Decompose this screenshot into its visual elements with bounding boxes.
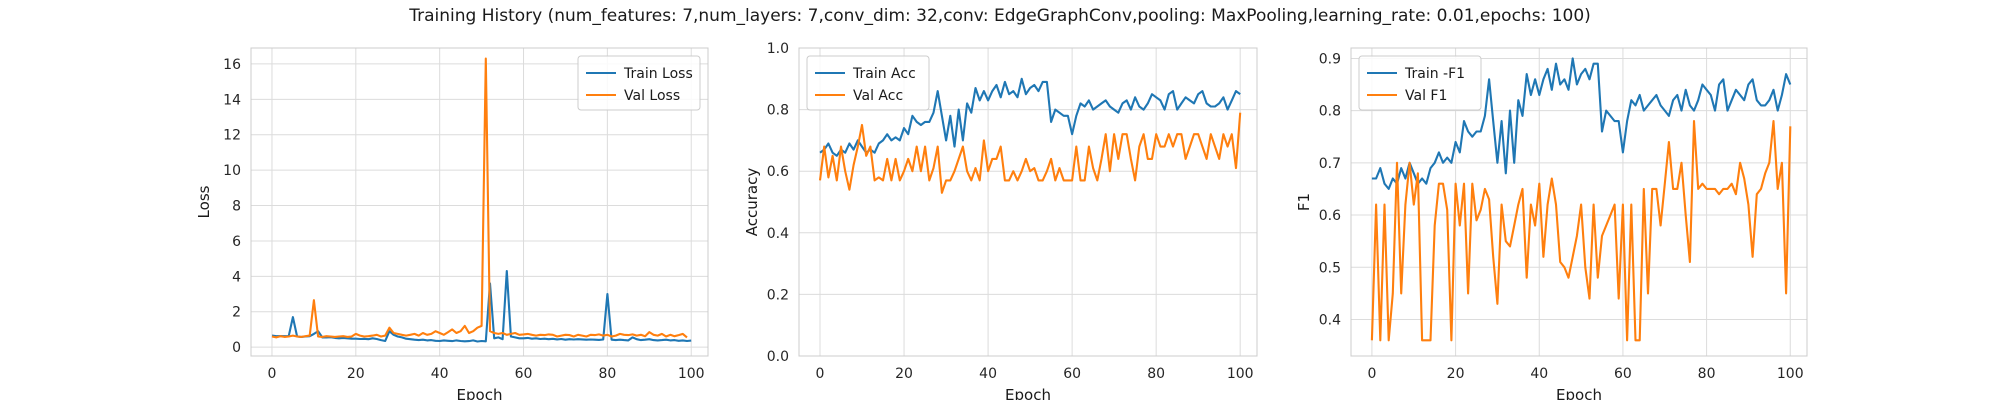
figure-title: Training History (num_features: 7,num_la… <box>409 6 1591 26</box>
y-tick-label: 0.8 <box>1319 104 1341 120</box>
y-tick-label: 0.2 <box>767 287 789 303</box>
chart-panel-3: 0 20 40 60 80 100 0.4 0.5 0.6 0.7 0.8 0.9 Epoch F1 Tra… <box>1295 47 1808 400</box>
legend-entry: Train Loss <box>623 66 693 82</box>
legend-box <box>577 55 701 111</box>
y-tick-label: 14 <box>223 92 241 108</box>
plot-frame <box>798 47 1258 357</box>
series-line-train-f1 <box>1371 57 1792 190</box>
legend-entry: Train -F1 <box>1404 66 1465 82</box>
x-tick-label: 100 <box>1227 366 1254 382</box>
x-tick-label: 100 <box>1777 366 1804 382</box>
y-tick-label: 0.8 <box>767 103 789 119</box>
y-tick-label: 4 <box>232 269 241 285</box>
legend: Train Loss Val Loss <box>577 55 701 111</box>
legend-entry: Train Acc <box>852 66 916 82</box>
y-axis-label: F1 <box>1295 193 1313 211</box>
y-tick-label: 0.9 <box>1319 51 1341 67</box>
plot-frame <box>250 47 709 357</box>
x-axis-label: Epoch <box>1556 386 1602 400</box>
y-axis-label: Accuracy <box>743 168 761 237</box>
chart-panel-2: 0 20 40 60 80 100 0.0 0.2 0.4 0.6 0.8 1.0 Epoch Accur… <box>743 41 1258 400</box>
x-tick-label: 0 <box>816 366 825 382</box>
series-line-train-acc <box>819 77 1241 157</box>
y-tick-label: 16 <box>223 57 241 73</box>
x-tick-label: 60 <box>515 366 533 382</box>
y-tick-label: 0 <box>232 340 241 356</box>
x-tick-label: 0 <box>268 366 277 382</box>
y-tick-label: 1.0 <box>767 41 789 57</box>
series-line-val-acc <box>818 112 1242 194</box>
y-tick-label: 0.5 <box>1319 260 1341 276</box>
x-tick-label: 80 <box>1147 366 1165 382</box>
legend-entry: Val Loss <box>624 88 680 104</box>
legend-entry: Val Acc <box>853 88 903 104</box>
x-tick-label: 20 <box>347 366 365 382</box>
y-tick-label: 10 <box>223 163 241 179</box>
x-tick-label: 60 <box>1063 366 1081 382</box>
legend-box <box>806 55 930 111</box>
series-line-val-loss <box>271 57 688 339</box>
y-tick-label: 0.4 <box>767 226 789 242</box>
plot-frame <box>1350 47 1808 357</box>
y-tick-label: 8 <box>232 199 241 215</box>
legend-box <box>1358 55 1482 111</box>
x-tick-label: 80 <box>1698 366 1716 382</box>
x-tick-label: 40 <box>979 366 997 382</box>
series-line-train-loss <box>271 269 692 343</box>
x-tick-label: 80 <box>598 366 616 382</box>
y-tick-label: 0.4 <box>1319 312 1341 328</box>
legend-entry: Val F1 <box>1405 88 1447 104</box>
y-axis-label: Loss <box>195 185 213 218</box>
legend: Train -F1 Val F1 <box>1358 55 1482 111</box>
x-tick-label: 100 <box>678 366 705 382</box>
x-axis-label: Epoch <box>457 386 503 400</box>
chart-panel-1: 0 20 40 60 80 100 0 2 4 6 8 10 12 14 16 Epoch Loss Train … <box>195 47 709 400</box>
y-tick-label: 0.6 <box>1319 208 1341 224</box>
x-tick-label: 60 <box>1614 366 1632 382</box>
y-tick-label: 0.0 <box>767 349 789 365</box>
x-axis-label: Epoch <box>1005 386 1051 400</box>
series-line-val-f1 <box>1370 120 1792 342</box>
x-tick-label: 20 <box>895 366 913 382</box>
x-tick-label: 20 <box>1447 366 1465 382</box>
y-tick-label: 0.7 <box>1319 156 1341 172</box>
legend: Train Acc Val Acc <box>806 55 930 111</box>
y-tick-label: 6 <box>232 234 241 250</box>
y-tick-label: 12 <box>223 128 241 144</box>
y-tick-label: 2 <box>232 305 241 321</box>
x-tick-label: 0 <box>1367 366 1376 382</box>
x-tick-label: 40 <box>1530 366 1548 382</box>
y-tick-label: 0.6 <box>767 164 789 180</box>
x-tick-label: 40 <box>431 366 449 382</box>
